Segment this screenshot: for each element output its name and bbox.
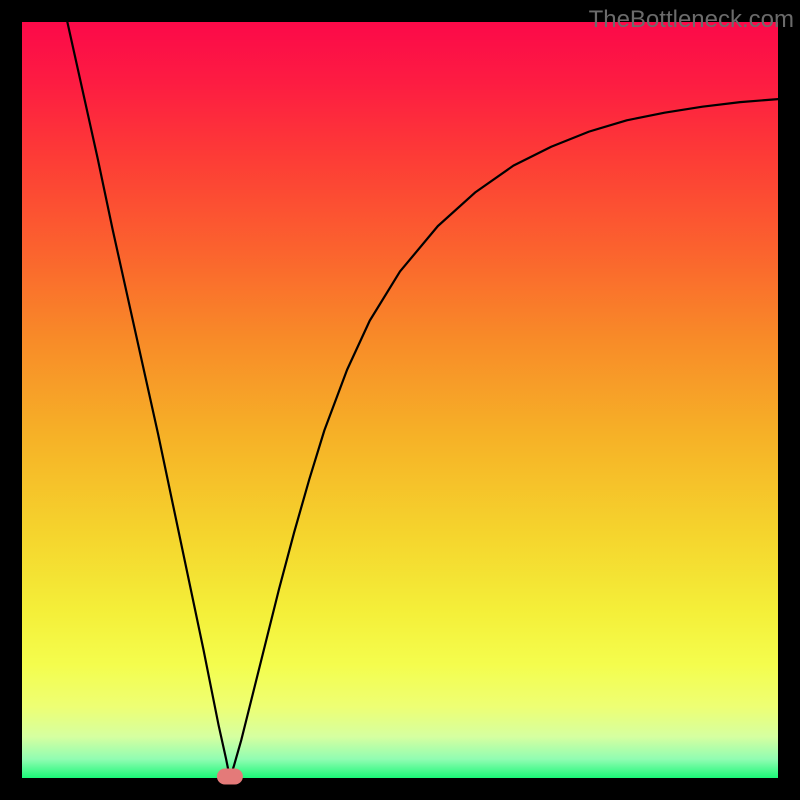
watermark-text: TheBottleneck.com bbox=[589, 6, 794, 34]
bottleneck-chart bbox=[0, 0, 800, 800]
optimal-marker bbox=[217, 768, 243, 784]
chart-container: TheBottleneck.com bbox=[0, 0, 800, 800]
chart-background bbox=[22, 22, 778, 778]
